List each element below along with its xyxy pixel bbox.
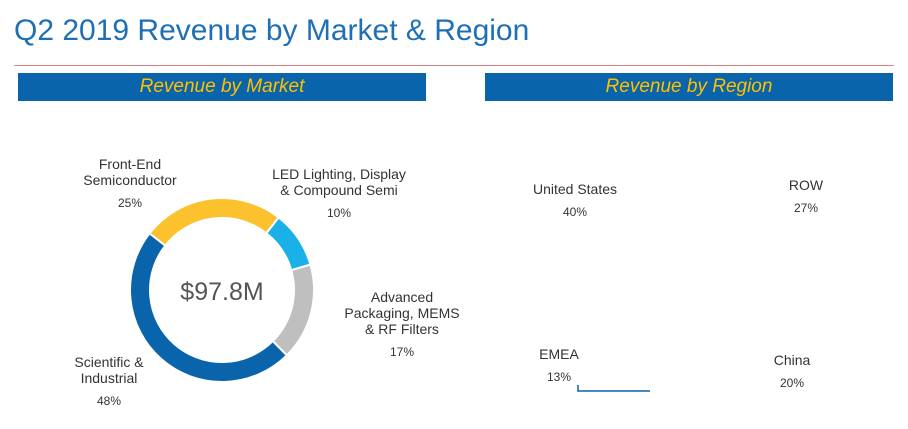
market-label-2-line-0: Advanced [371,289,433,305]
region-value-label-3: 13% [547,370,571,384]
region-label-1-line-0: ROW [789,177,824,193]
market-label-2-line-2: & RF Filters [365,321,439,337]
market-slice-2 [271,263,315,357]
region-label-2-line-0: China [774,352,811,368]
market-panel-header: Revenue by Market [18,73,426,101]
region-label-3-line-0: EMEA [539,346,579,362]
region-value-label-0: 40% [563,205,587,219]
region-value-label-2: 20% [780,376,804,390]
donut-center-value: $97.8M [180,278,263,306]
title-divider [14,65,894,66]
region-label-0-line-0: United States [533,181,617,197]
market-value-label-1: 10% [327,206,351,220]
region-panel-header: Revenue by Region [485,73,893,101]
region-labels: United States 40% ROW 27% China 20% EMEA 13% [533,177,824,390]
market-value-label-2: 17% [390,345,414,359]
market-label-1-line-0: LED Lighting, Display [272,166,406,182]
market-label-2-line-1: Packaging, MEMS [344,305,459,321]
market-slice-0 [148,197,281,248]
market-label-1-line-1: & Compound Semi [280,182,398,198]
market-value-label-0: 25% [118,196,142,210]
market-donut [129,197,315,383]
page-title: Q2 2019 Revenue by Market & Region [14,14,530,47]
market-slice-3 [129,231,289,383]
market-label-0-line-0: Front-End [99,156,161,172]
region-value-label-1: 27% [794,201,818,215]
market-label-0-line-1: Semiconductor [83,172,177,188]
market-label-3-line-0: Scientific & [74,354,144,370]
emea-leader-line [577,385,650,392]
market-value-label-3: 48% [97,394,121,408]
market-label-3-line-1: Industrial [81,370,138,386]
market-slice-1 [264,216,312,272]
